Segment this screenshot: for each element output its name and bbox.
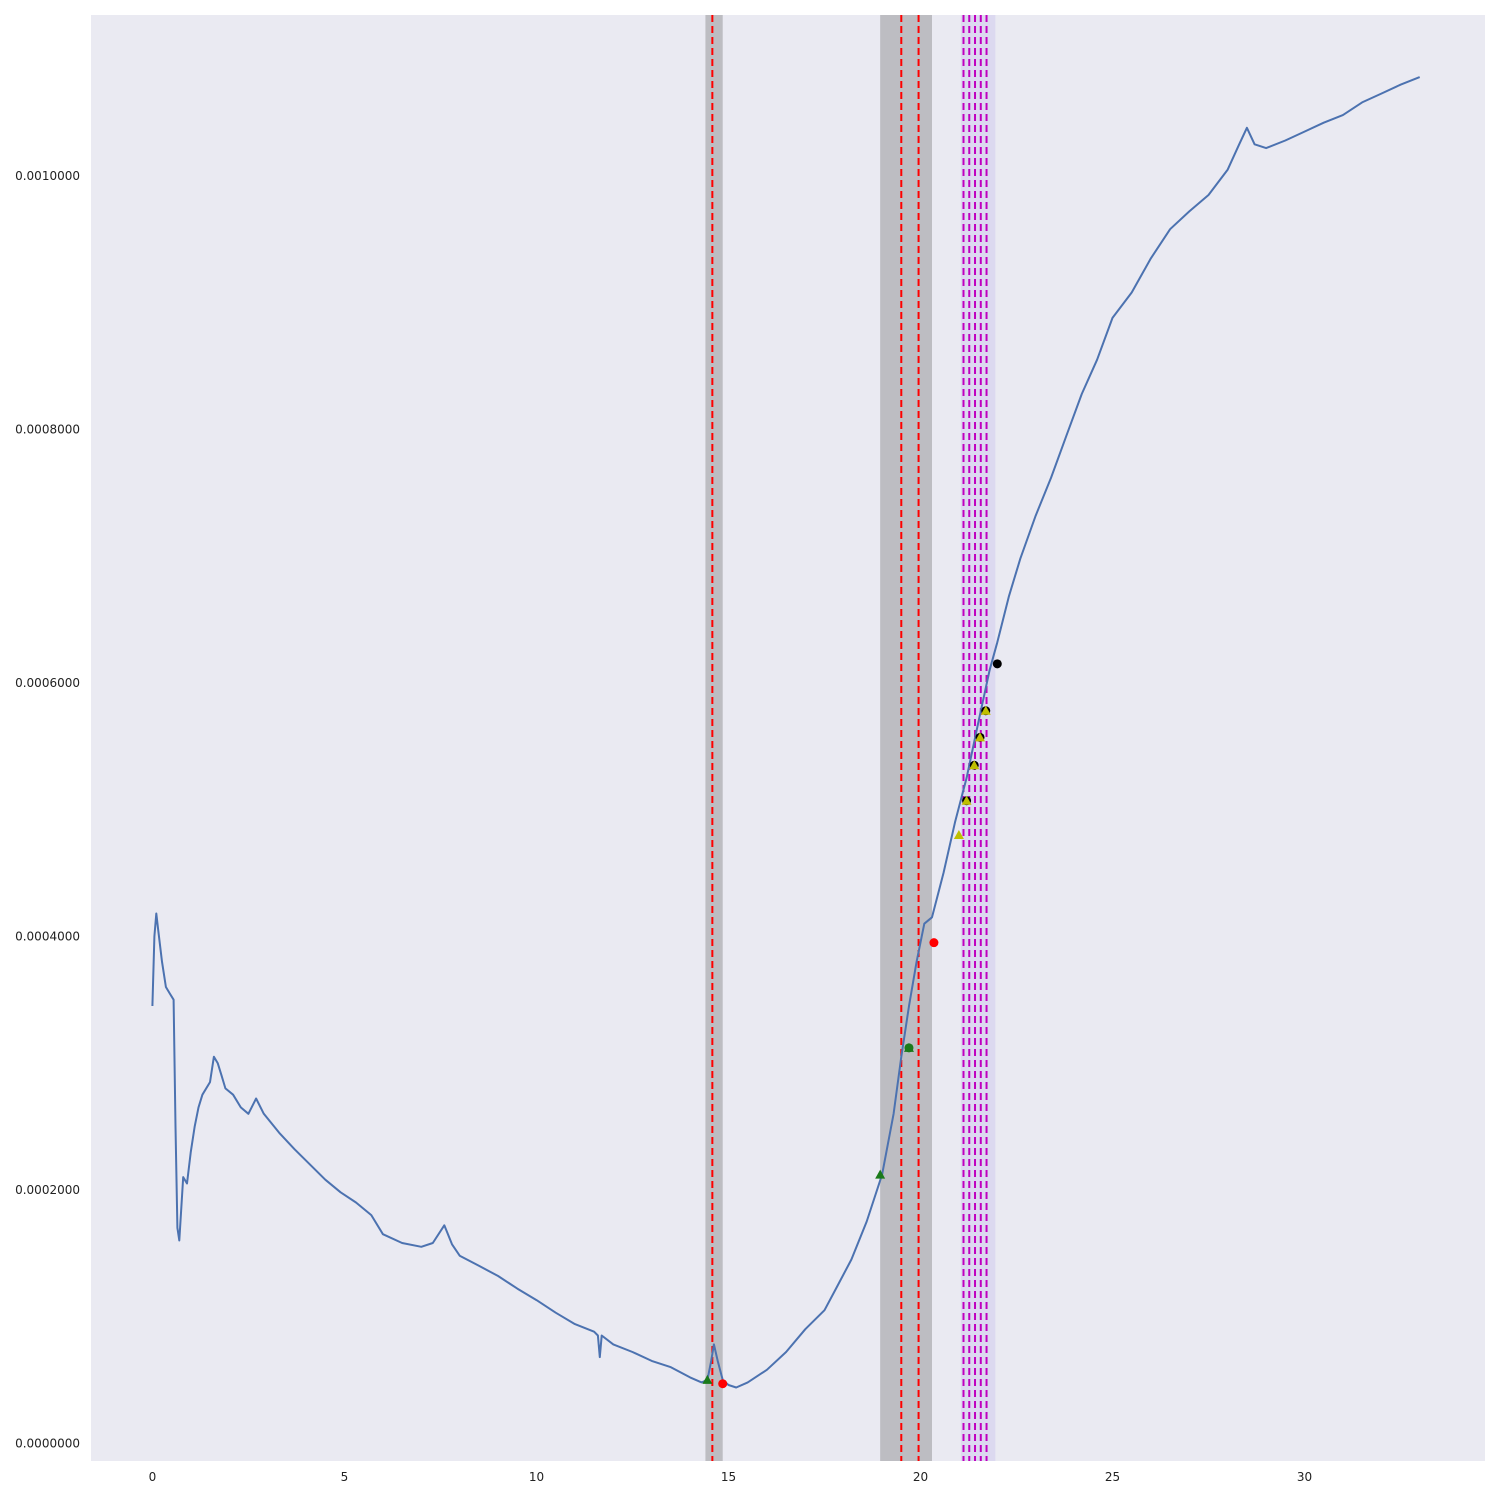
y-tick-label: 0.0000000 — [15, 1436, 80, 1450]
marker-triangle-8 — [961, 795, 972, 805]
x-tick-label: 15 — [721, 1470, 736, 1484]
markers-layer — [702, 659, 1002, 1389]
y-tick-label: 0.0008000 — [15, 422, 80, 436]
plot-background — [91, 15, 1485, 1461]
y-tick-label: 0.0002000 — [15, 1183, 80, 1197]
x-tick-label: 20 — [913, 1470, 928, 1484]
x-tick-label: 30 — [1297, 1470, 1312, 1484]
marker-triangle-10 — [969, 760, 980, 770]
vertical-lines — [711, 15, 988, 1461]
shaded-span-1 — [880, 15, 933, 1461]
marker-circle-15 — [992, 659, 1002, 669]
y-axis-ticks: 0.0000000 0.0002000 0.0004000 0.0006000 0.00… — [15, 169, 80, 1450]
marker-triangle-12 — [975, 732, 986, 742]
y-tick-label: 0.0004000 — [15, 929, 80, 943]
marker-triangle-4 — [903, 1042, 914, 1052]
series-line-0 — [151, 76, 1421, 1389]
x-tick-label: 0 — [149, 1470, 157, 1484]
marker-circle-5 — [929, 938, 939, 948]
shaded-span-0 — [705, 15, 723, 1461]
marker-triangle-2 — [875, 1169, 886, 1179]
marker-triangle-0 — [702, 1374, 713, 1384]
x-tick-label: 5 — [341, 1470, 349, 1484]
marker-triangle-6 — [953, 829, 964, 839]
marker-triangle-14 — [980, 705, 991, 715]
x-tick-label: 10 — [529, 1470, 544, 1484]
y-tick-label: 0.0006000 — [15, 676, 80, 690]
series-layer — [151, 76, 1421, 1389]
marker-circle-1 — [718, 1379, 728, 1389]
x-axis-ticks: 0 5 10 15 20 25 30 — [149, 1470, 1313, 1484]
x-tick-label: 25 — [1105, 1470, 1120, 1484]
y-tick-label: 0.0010000 — [15, 169, 80, 183]
